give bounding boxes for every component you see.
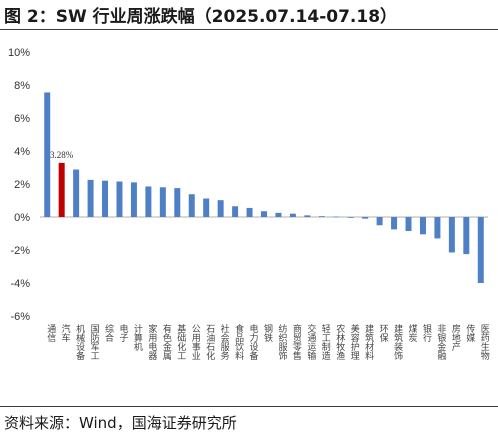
category-label: 传媒	[464, 323, 475, 343]
bar-22	[362, 217, 369, 219]
category-label: 银行	[421, 323, 432, 343]
bar-2	[73, 169, 80, 217]
category-label: 环保	[378, 324, 389, 343]
category-label: 有色金属	[161, 323, 172, 361]
category-label: 建筑装饰	[392, 323, 403, 361]
bar-19	[318, 216, 325, 217]
figure-title: 图 2：SW 行业周涨跌幅（2025.07.14-07.18）	[4, 7, 398, 27]
bar-9	[174, 188, 181, 217]
category-label: 交通运输	[305, 323, 316, 361]
y-tick-label: 6%	[14, 113, 30, 125]
data-labels: 3.28%	[50, 150, 74, 160]
bar-17	[289, 213, 296, 217]
y-tick-label: 8%	[14, 80, 30, 92]
category-label: 社会服务	[219, 323, 230, 361]
bar-25	[405, 217, 412, 232]
category-label: 公用事业	[190, 324, 201, 360]
bar-30	[477, 217, 484, 283]
category-label: 商贸零售	[291, 323, 302, 361]
bar-3	[87, 179, 94, 217]
bar-6	[130, 182, 137, 217]
y-tick-label: 4%	[14, 146, 30, 158]
category-label: 钢铁	[262, 323, 273, 343]
bar-14	[246, 207, 253, 217]
bar-10	[188, 194, 195, 217]
category-label: 轻工制造	[320, 323, 331, 361]
bar-1	[58, 162, 65, 217]
category-label: 汽车	[60, 323, 71, 343]
category-label: 国防军工	[89, 324, 100, 360]
category-label: 纺织服饰	[276, 323, 287, 361]
source-divider	[0, 406, 498, 407]
title-divider	[0, 29, 498, 30]
source-note: 资料来源：Wind，国海证券研究所	[4, 414, 237, 432]
category-label: 美容护理	[349, 323, 360, 360]
category-label: 家用电器	[146, 323, 157, 360]
y-tick-label: -6%	[10, 311, 30, 323]
bar-24	[391, 217, 398, 230]
bar-7	[145, 186, 152, 217]
category-label: 房地产	[450, 323, 461, 352]
y-tick-label: -4%	[10, 278, 30, 290]
category-label: 电子	[117, 323, 128, 342]
bar-8	[159, 187, 166, 217]
category-label: 计算机	[132, 323, 143, 352]
bar-21	[347, 217, 354, 218]
bar-20	[333, 216, 340, 218]
bar-29	[463, 217, 470, 255]
category-label: 通信	[45, 324, 56, 343]
bar-18	[304, 215, 311, 217]
bar-23	[376, 217, 383, 226]
category-label: 电力设备	[248, 323, 259, 360]
category-label: 机械设备	[74, 323, 85, 360]
bar-26	[419, 217, 426, 235]
bar-13	[232, 206, 239, 217]
y-tick-label: -2%	[10, 245, 30, 257]
bar-28	[448, 217, 455, 253]
y-tick-label: 2%	[14, 179, 30, 191]
category-label: 基础化工	[175, 323, 186, 360]
bar-11	[203, 198, 210, 217]
bar-15	[261, 211, 267, 217]
bar-16	[275, 212, 282, 217]
category-label: 农林牧渔	[334, 323, 345, 360]
category-label: 综合	[103, 323, 114, 343]
bar-5	[116, 181, 123, 217]
category-label: 食品饮料	[233, 323, 244, 361]
category-label: 建筑材料	[363, 323, 374, 361]
category-label: 石油石化	[204, 324, 215, 361]
bar-0	[44, 92, 51, 217]
bar-27	[434, 217, 441, 239]
y-tick-label: 10%	[8, 47, 30, 59]
category-label: 非银金融	[435, 323, 446, 361]
category-label: 医药生物	[479, 324, 490, 361]
y-axis-ticks: -6% -4% -2% 0% 2% 4% 6% 8% 10%	[8, 47, 30, 323]
bar-4	[102, 180, 109, 217]
bar-12	[217, 200, 224, 217]
category-label: 煤炭	[407, 323, 418, 343]
bar-chart: -6% -4% -2% 0% 2% 4% 6% 8% 10% 3.28% 通信 汽车 机械设备 国防军…	[8, 47, 489, 361]
data-label: 3.28%	[50, 150, 74, 160]
y-tick-label: 0%	[14, 212, 30, 224]
category-labels: 通信 汽车 机械设备 国防军工 综合 电子 计算机 家用电器 有色金属 基础化工 公用事业 石油石化社…	[45, 323, 489, 361]
bars	[44, 92, 484, 283]
